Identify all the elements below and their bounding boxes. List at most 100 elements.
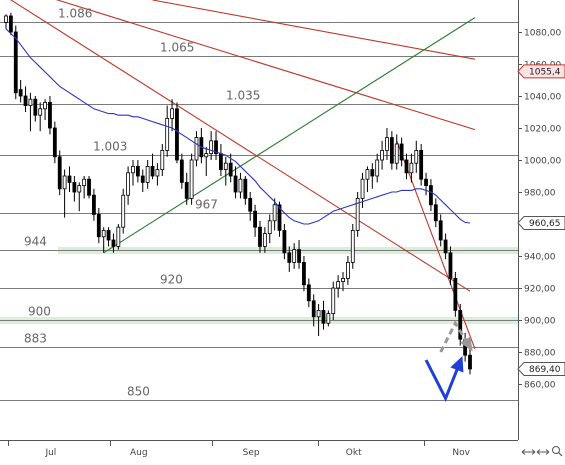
candle bbox=[189, 153, 194, 205]
candle bbox=[316, 304, 321, 336]
candle-body bbox=[277, 204, 282, 231]
x-tick-label: Jul bbox=[44, 448, 56, 458]
candle-body bbox=[126, 172, 131, 196]
candle bbox=[209, 131, 214, 160]
y-tick-label: 880,00 bbox=[524, 349, 556, 359]
candle-body bbox=[87, 178, 91, 196]
candle-body bbox=[184, 181, 189, 199]
y-tick-label: 980,00 bbox=[524, 189, 556, 199]
candle bbox=[87, 176, 91, 199]
projection-dashed-arrowhead bbox=[460, 336, 473, 352]
candle-body bbox=[150, 165, 155, 177]
projection-arrows bbox=[424, 320, 473, 403]
candle bbox=[292, 243, 297, 269]
candle-body bbox=[155, 169, 160, 177]
projection-dashed-line bbox=[439, 320, 472, 353]
candle-body bbox=[67, 175, 72, 183]
candle bbox=[267, 214, 272, 244]
candle bbox=[350, 224, 355, 269]
candle bbox=[370, 163, 375, 189]
candle bbox=[321, 300, 326, 330]
candle-body bbox=[170, 108, 174, 119]
candle bbox=[33, 96, 38, 122]
candle-body bbox=[92, 194, 96, 215]
candle-body bbox=[385, 137, 389, 151]
y-tick-label: 1080,00 bbox=[524, 29, 561, 39]
candle bbox=[116, 224, 121, 250]
candle-body bbox=[106, 229, 111, 241]
level-label: 1.035 bbox=[226, 89, 260, 103]
candle-body bbox=[375, 159, 380, 177]
candle-body bbox=[282, 229, 287, 254]
candle-body bbox=[468, 354, 472, 370]
candle-body bbox=[121, 194, 126, 228]
candle bbox=[336, 275, 341, 298]
candle-body bbox=[116, 226, 121, 247]
candle bbox=[438, 214, 443, 247]
candle bbox=[399, 137, 404, 167]
candle bbox=[253, 204, 257, 237]
candle bbox=[96, 208, 101, 244]
candle bbox=[297, 240, 301, 269]
candle bbox=[331, 281, 336, 320]
projection-solid-arrowhead bbox=[450, 356, 464, 373]
candle-body bbox=[389, 137, 394, 164]
candle bbox=[223, 156, 228, 186]
candle-body bbox=[253, 210, 257, 228]
candle bbox=[38, 102, 43, 132]
trend-line bbox=[10, 0, 471, 292]
candle-body bbox=[135, 165, 140, 177]
scroll-controls[interactable] bbox=[521, 446, 563, 457]
level-label: 944 bbox=[24, 235, 47, 249]
left-right-arrow-icon[interactable] bbox=[536, 449, 550, 455]
candle bbox=[380, 140, 384, 170]
candle-body bbox=[38, 108, 43, 116]
level-label: 920 bbox=[160, 273, 183, 287]
candle-body bbox=[160, 149, 165, 170]
candle-body bbox=[443, 239, 448, 254]
candle-body bbox=[321, 309, 326, 324]
candle bbox=[175, 102, 179, 164]
candle-body bbox=[23, 95, 28, 106]
level-label: 1.003 bbox=[93, 140, 127, 154]
price-badge-box bbox=[517, 215, 565, 230]
candle-body bbox=[101, 229, 106, 238]
candle-body bbox=[204, 153, 209, 158]
candle bbox=[140, 169, 145, 192]
candle bbox=[233, 166, 238, 199]
plot-background bbox=[0, 0, 518, 440]
candle bbox=[57, 150, 62, 196]
candle-body bbox=[4, 15, 8, 23]
candle-body bbox=[438, 220, 443, 241]
candle-body bbox=[8, 15, 13, 33]
candle-body bbox=[311, 300, 316, 318]
candle-body bbox=[316, 309, 321, 318]
y-axis-ticks: 1080,001060,001040,001020,001000,00980,0… bbox=[518, 29, 561, 391]
level-label: 967 bbox=[195, 198, 218, 212]
candle bbox=[404, 153, 409, 180]
candle bbox=[145, 160, 150, 189]
left-right-arrow-icon[interactable] bbox=[521, 449, 536, 455]
candle-body bbox=[233, 175, 238, 193]
y-tick-label: 1020,00 bbox=[524, 125, 561, 135]
candle bbox=[385, 128, 389, 160]
candle bbox=[468, 345, 472, 375]
candle bbox=[443, 233, 448, 260]
candle-body bbox=[48, 102, 52, 129]
candle-body bbox=[433, 204, 438, 222]
magnifier-icon[interactable] bbox=[552, 446, 563, 457]
candle bbox=[23, 86, 28, 112]
level-label: 850 bbox=[127, 385, 150, 399]
candle bbox=[214, 131, 218, 160]
candle bbox=[345, 256, 350, 285]
candle bbox=[448, 246, 453, 285]
y-tick-label: 920,00 bbox=[524, 285, 556, 295]
candle bbox=[101, 227, 106, 253]
candle-body bbox=[223, 162, 228, 170]
candle bbox=[248, 192, 253, 221]
candle bbox=[306, 278, 311, 308]
price-badge: 1055,4 bbox=[517, 64, 565, 79]
candle bbox=[126, 166, 131, 205]
candle-body bbox=[82, 178, 87, 186]
candle-body bbox=[350, 229, 355, 263]
